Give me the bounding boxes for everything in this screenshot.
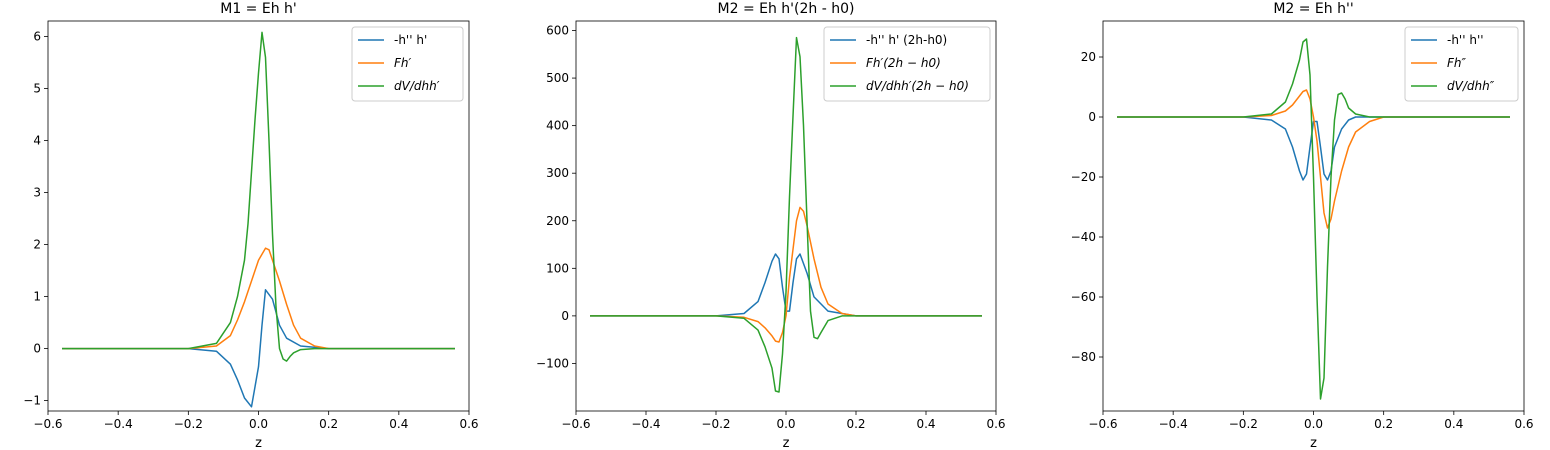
legend: -h'' h'' Fh″ dV/dhh″ bbox=[1404, 26, 1519, 102]
x-tick-label: −0.4 bbox=[1159, 417, 1188, 431]
legend-label: Fh′(2h − h0) bbox=[866, 56, 941, 70]
legend-label: -h'' h'' bbox=[1447, 33, 1484, 47]
series-line-2 bbox=[1117, 89, 1510, 229]
x-tick-label: −0.4 bbox=[631, 417, 660, 431]
y-tick-label: −1 bbox=[23, 394, 41, 408]
x-tick-label: 0.4 bbox=[916, 417, 935, 431]
x-tick-label: −0.6 bbox=[1088, 417, 1117, 431]
y-tick-label: 500 bbox=[546, 71, 569, 85]
legend: -h'' h' (2h-h0) Fh′(2h − h0) dV/dhh′(2h − … bbox=[823, 26, 991, 102]
chart-title: M2 = Eh h'(2h - h0) bbox=[718, 1, 855, 17]
y-tick-label: 1 bbox=[33, 290, 41, 304]
legend-label: dV/dhh′(2h − h0) bbox=[866, 79, 969, 93]
y-tick-label: 400 bbox=[546, 119, 569, 133]
legend-label: Fh″ bbox=[1447, 56, 1467, 70]
series-line-1 bbox=[1117, 116, 1510, 181]
y-tick-label: −40 bbox=[1071, 230, 1096, 244]
chart-panel-2: M2 = Eh h'(2h - h0) −0.6 −0.4 −0.2 0.0 0.2 0.4… bbox=[536, 1, 1006, 450]
x-tick-label: −0.2 bbox=[1229, 417, 1258, 431]
legend-box bbox=[1404, 26, 1519, 102]
x-axis-label: z bbox=[783, 436, 790, 450]
x-tick-label: −0.2 bbox=[174, 417, 203, 431]
y-tick-label: −20 bbox=[1071, 170, 1096, 184]
legend-label: dV/dhh′ bbox=[394, 79, 440, 93]
y-tick-label: 4 bbox=[33, 134, 41, 148]
legend: -h'' h' Fh′ dV/dhh′ bbox=[351, 26, 464, 102]
legend-box bbox=[351, 26, 464, 102]
x-tick-label: 0.4 bbox=[1444, 417, 1463, 431]
legend-label: -h'' h' (2h-h0) bbox=[866, 33, 947, 47]
y-tick-label: 0 bbox=[1088, 110, 1096, 124]
series-line-3 bbox=[590, 36, 982, 393]
x-axis-label: z bbox=[255, 436, 262, 450]
legend-label: dV/dhh″ bbox=[1447, 79, 1495, 93]
chart-title: M1 = Eh h' bbox=[220, 1, 297, 17]
x-tick-label: 0.2 bbox=[846, 417, 865, 431]
x-tick-label: −0.6 bbox=[33, 417, 62, 431]
y-tick-label: −100 bbox=[536, 356, 569, 370]
y-tick-label: 2 bbox=[33, 238, 41, 252]
y-tick-label: 200 bbox=[546, 214, 569, 228]
y-tick-label: −80 bbox=[1071, 350, 1096, 364]
series-line-1 bbox=[62, 289, 455, 408]
x-axis-label: z bbox=[1310, 436, 1317, 450]
x-tick-label: 0.0 bbox=[776, 417, 795, 431]
x-tick-label: 0.2 bbox=[1374, 417, 1393, 431]
x-tick-label: 0.0 bbox=[1304, 417, 1323, 431]
y-tick-label: 5 bbox=[33, 82, 41, 96]
y-tick-label: 300 bbox=[546, 166, 569, 180]
x-tick-label: 0.6 bbox=[986, 417, 1005, 431]
x-tick-label: −0.4 bbox=[104, 417, 133, 431]
chart-panel-3: M2 = Eh h'' −0.6 −0.4 −0.2 0.0 0.2 0.4 0.6 −80 −6… bbox=[1071, 1, 1534, 450]
chart-panel-1: M1 = Eh h' −0.6 −0.4 −0.2 0.0 0.2 0.4 0.6 −1 0 1 2 3… bbox=[23, 1, 478, 450]
y-tick-label: 20 bbox=[1081, 50, 1096, 64]
y-tick-label: 600 bbox=[546, 24, 569, 38]
legend-label: -h'' h' bbox=[394, 33, 427, 47]
series-line-2 bbox=[590, 206, 982, 343]
series-line-2 bbox=[62, 247, 455, 350]
y-tick-label: 0 bbox=[33, 342, 41, 356]
y-tick-label: 100 bbox=[546, 261, 569, 275]
x-tick-label: 0.4 bbox=[389, 417, 408, 431]
y-tick-label: 3 bbox=[33, 186, 41, 200]
x-tick-label: 0.2 bbox=[319, 417, 338, 431]
y-tick-label: 6 bbox=[33, 30, 41, 44]
x-tick-label: −0.2 bbox=[701, 417, 730, 431]
series-line-3 bbox=[1117, 38, 1510, 400]
x-tick-label: 0.0 bbox=[249, 417, 268, 431]
legend-label: Fh′ bbox=[394, 56, 412, 70]
legend-box bbox=[823, 26, 991, 102]
y-tick-label: 0 bbox=[561, 309, 569, 323]
y-tick-label: −60 bbox=[1071, 290, 1096, 304]
x-tick-label: 0.6 bbox=[459, 417, 478, 431]
chart-title: M2 = Eh h'' bbox=[1273, 1, 1353, 17]
x-tick-label: 0.6 bbox=[1514, 417, 1533, 431]
x-tick-label: −0.6 bbox=[561, 417, 590, 431]
series-line-3 bbox=[62, 31, 455, 362]
